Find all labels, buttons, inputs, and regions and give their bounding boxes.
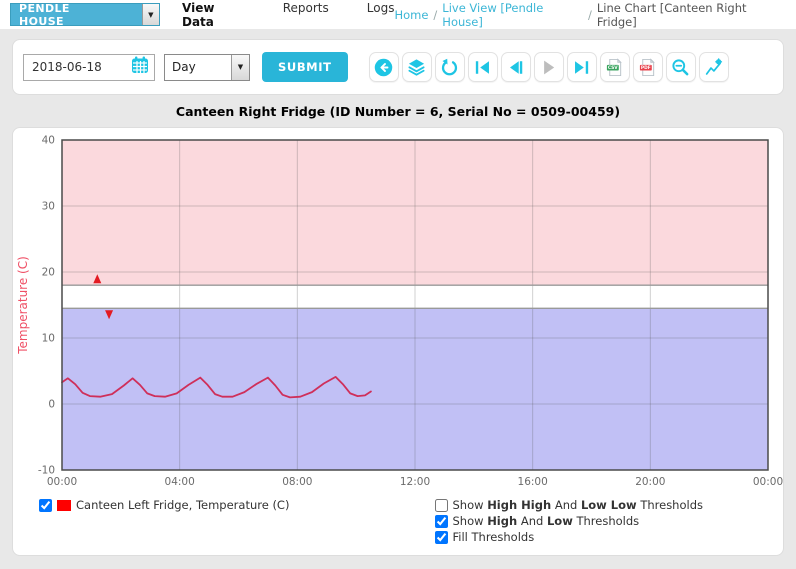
back-icon xyxy=(374,58,393,76)
chevron-down-icon: ▼ xyxy=(231,54,249,80)
y-tick-label: 20 xyxy=(42,267,55,279)
step-back-button[interactable] xyxy=(500,52,531,82)
x-tick-label: 08:00 xyxy=(282,476,312,488)
y-tick-label: 10 xyxy=(42,333,55,345)
option-fill-thresholds: Fill Thresholds xyxy=(434,530,704,545)
legend-swatch xyxy=(57,499,71,511)
y-tick-label: 0 xyxy=(48,399,55,411)
option-show-high-low-thresholds: Show High And Low Thresholds xyxy=(434,514,704,529)
date-value: 2018-06-18 xyxy=(32,60,102,74)
chart-settings-icon xyxy=(705,57,723,75)
low-threshold-fill xyxy=(62,308,768,470)
export-csv-button[interactable]: CSV xyxy=(599,52,630,82)
export-pdf-icon: PDF xyxy=(639,57,655,76)
back-button[interactable] xyxy=(368,52,399,82)
up-arrow-marker xyxy=(93,274,102,284)
show-highhigh-lowlow-checkbox[interactable] xyxy=(434,499,448,512)
y-tick-label: 40 xyxy=(42,135,55,147)
breadcrumb-live-view-link[interactable]: Live View [Pendle House] xyxy=(442,0,544,29)
y-tick-label: -10 xyxy=(38,465,55,477)
series-line xyxy=(61,375,372,399)
option-show-highhigh-lowlow-thresholds: Show High High And Low Low Thresholds xyxy=(434,498,704,513)
refresh-button[interactable] xyxy=(434,52,465,82)
x-tick-label: 00:00 xyxy=(753,476,783,488)
zoom-out-icon xyxy=(672,58,689,75)
layers-button[interactable] xyxy=(401,52,432,82)
top-nav-bar: PENDLE HOUSE ▼ View Data Reports Logs Ho… xyxy=(0,0,796,29)
breadcrumb-separator: / xyxy=(433,7,438,22)
x-tick-label: 12:00 xyxy=(400,476,430,488)
nav-item-logs[interactable]: Logs xyxy=(366,0,395,15)
chart-card: 40 30 20 10 0 -10 00:00 04:00 08:00 12:00 16:00 20:… xyxy=(12,127,784,556)
breadcrumb-home-link[interactable]: Home xyxy=(394,7,429,22)
threshold-options: Show High High And Low Low Thresholds Sh… xyxy=(434,498,704,545)
chart-footer: Canteen Left Fridge, Temperature (C) Sho… xyxy=(13,490,783,545)
nav-item-reports[interactable]: Reports xyxy=(282,0,329,15)
nav-item-view-data[interactable]: View Data xyxy=(182,0,215,29)
chart-settings-button[interactable] xyxy=(698,52,729,82)
x-tick-label: 04:00 xyxy=(165,476,195,488)
skip-end-icon xyxy=(575,60,589,74)
option-label: Show High And Low Thresholds xyxy=(452,514,640,528)
export-csv-icon: CSV xyxy=(606,57,622,76)
zoom-out-button[interactable] xyxy=(665,52,696,82)
legend-item: Canteen Left Fridge, Temperature (C) xyxy=(39,498,289,512)
site-selector[interactable]: PENDLE HOUSE ▼ xyxy=(10,2,160,28)
toolbar: 2018-06-18 Day ▼ SUBMIT xyxy=(12,39,784,95)
main-nav: View Data Reports Logs xyxy=(182,1,394,29)
breadcrumb: Home / Live View [Pendle House] / Line C… xyxy=(394,1,786,29)
legend-series-label: Canteen Left Fridge, Temperature (C) xyxy=(76,498,290,512)
high-threshold-fill xyxy=(62,140,768,286)
down-arrow-marker xyxy=(105,310,114,320)
step-forward-icon xyxy=(544,60,555,74)
option-label: Show High High And Low Low Thresholds xyxy=(452,498,704,512)
refresh-icon xyxy=(441,58,458,75)
x-tick-label: 16:00 xyxy=(518,476,548,488)
x-tick-label: 00:00 xyxy=(47,476,77,488)
export-pdf-button[interactable]: PDF xyxy=(632,52,663,82)
plot-border[interactable] xyxy=(61,139,769,471)
date-input[interactable]: 2018-06-18 xyxy=(23,53,155,81)
breadcrumb-current-page: Line Chart [Canteen Right Fridge] xyxy=(596,0,747,29)
chart-toolbar-icons: CSV PDF xyxy=(368,52,729,82)
x-tick-label: 20:00 xyxy=(635,476,665,488)
step-back-icon xyxy=(510,60,523,74)
calendar-icon[interactable] xyxy=(130,55,150,79)
option-label: Fill Thresholds xyxy=(452,530,535,544)
chevron-down-icon: ▼ xyxy=(141,4,159,25)
period-selector[interactable]: Day ▼ xyxy=(164,53,250,81)
skip-start-button[interactable] xyxy=(467,52,498,82)
fill-thresholds-checkbox[interactable] xyxy=(434,531,448,544)
y-tick-label: 30 xyxy=(42,201,55,213)
show-high-low-checkbox[interactable] xyxy=(434,515,448,528)
submit-button[interactable]: SUBMIT xyxy=(262,52,348,82)
site-selector-value: PENDLE HOUSE xyxy=(11,2,142,28)
layers-icon xyxy=(408,58,425,76)
period-value: Day xyxy=(172,60,196,74)
skip-start-icon xyxy=(475,60,490,74)
svg-text:PDF: PDF xyxy=(641,65,651,71)
step-forward-button-disabled[interactable] xyxy=(533,52,564,82)
y-axis-title: Temperature (C) xyxy=(16,256,30,355)
skip-end-button[interactable] xyxy=(566,52,597,82)
page-title: Canteen Right Fridge (ID Number = 6, Ser… xyxy=(175,104,621,119)
breadcrumb-separator: / xyxy=(588,7,592,22)
svg-text:CSV: CSV xyxy=(608,65,618,71)
legend-series-checkbox[interactable] xyxy=(39,498,52,512)
